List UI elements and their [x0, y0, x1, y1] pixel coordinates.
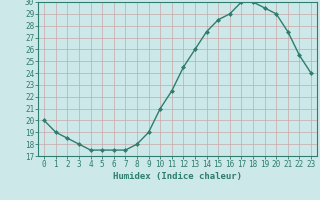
X-axis label: Humidex (Indice chaleur): Humidex (Indice chaleur) — [113, 172, 242, 181]
